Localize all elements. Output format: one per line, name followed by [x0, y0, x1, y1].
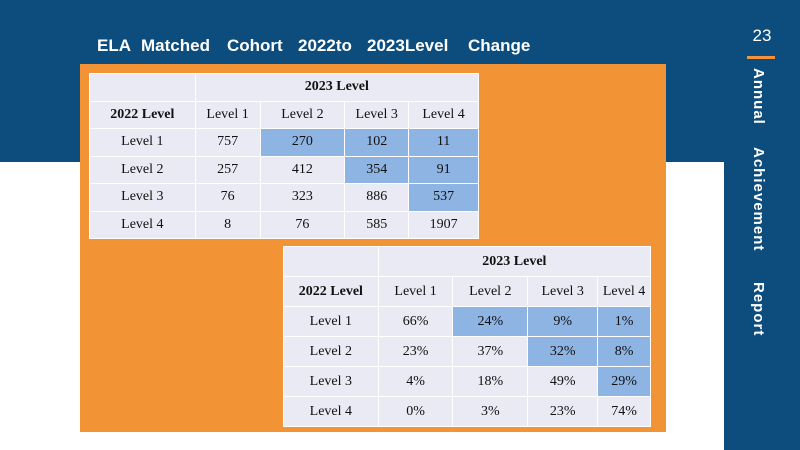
column-group-header: 2023 Level: [377, 246, 652, 277]
title-word: Change: [468, 36, 531, 55]
table-cell: 49%: [527, 366, 599, 397]
column-header: Level 4: [597, 276, 651, 307]
table-row: Level 2 257 412 354 91: [89, 155, 479, 184]
column-header: Level 1: [377, 276, 454, 307]
count-table: 2023 Level 2022 Level Level 1 Level 2 Le…: [89, 73, 480, 239]
table-cell: 1%: [597, 306, 651, 337]
table-cell: 11: [408, 128, 479, 157]
column-header: Level 3: [344, 100, 410, 129]
table-cell: 66%: [377, 306, 454, 337]
table-row: Level 1 66% 24% 9% 1%: [283, 306, 651, 337]
table-cell: 91: [408, 155, 479, 184]
table-header-row: 2023 Level: [89, 73, 480, 102]
column-group-header: 2023 Level: [194, 73, 480, 102]
page-number-divider: [747, 56, 775, 59]
table-cell: 270: [259, 128, 346, 157]
table-cell: 0%: [377, 396, 454, 427]
table-cell: 257: [194, 155, 261, 184]
percent-table: 2023 Level 2022 Level Level 1 Level 2 Le…: [283, 246, 652, 427]
table-cell: 4%: [377, 366, 454, 397]
table-cell: 757: [194, 128, 261, 157]
title-word: Matched: [141, 36, 210, 55]
table-cell: 8: [194, 210, 261, 239]
table-row: Level 4 0% 3% 23% 74%: [283, 396, 651, 427]
table-row: Level 3 4% 18% 49% 29%: [283, 366, 651, 397]
row-label: Level 1: [89, 128, 196, 157]
row-label: Level 2: [283, 336, 379, 367]
table-cell: 8%: [597, 336, 651, 367]
table-cell: 537: [408, 183, 479, 212]
table-cell: 886: [344, 183, 410, 212]
table-cell: 24%: [452, 306, 529, 337]
table-cell: 37%: [452, 336, 529, 367]
table-row: Level 4 8 76 585 1907: [89, 210, 479, 239]
row-label: Level 4: [283, 396, 379, 427]
row-label: Level 2: [89, 155, 196, 184]
title-word: 2023Level: [367, 36, 449, 55]
table-cell: 585: [344, 210, 410, 239]
row-label: Level 1: [283, 306, 379, 337]
page-title: ELA Matched Cohort 2022to 2023Level Chan…: [97, 36, 530, 60]
table-cell: 18%: [452, 366, 529, 397]
sidebar-word: Report: [750, 282, 767, 337]
row-label: Level 3: [283, 366, 379, 397]
page-number: 23: [752, 26, 772, 45]
row-label: Level 3: [89, 183, 196, 212]
table-corner-cell: [283, 246, 379, 277]
title-word: Cohort: [227, 36, 283, 55]
column-header: Level 2: [259, 100, 346, 129]
table-cell: 32%: [527, 336, 599, 367]
table-cell: 76: [259, 210, 346, 239]
table-cell: 412: [259, 155, 346, 184]
table-row: Level 3 76 323 886 537: [89, 183, 479, 212]
row-label: Level 4: [89, 210, 196, 239]
sidebar-word: Achievement: [750, 147, 767, 252]
table-row: Level 2 23% 37% 32% 8%: [283, 336, 651, 367]
title-word: 2022to: [298, 36, 352, 55]
table-cell: 23%: [527, 396, 599, 427]
table-cell: 76: [194, 183, 261, 212]
table-header-row: 2022 Level Level 1 Level 2 Level 3 Level…: [89, 100, 479, 129]
table-cell: 74%: [597, 396, 651, 427]
table-row: Level 1 757 270 102 11: [89, 128, 479, 157]
table-header-row: 2022 Level Level 1 Level 2 Level 3 Level…: [283, 276, 651, 307]
sidebar-band: [724, 0, 800, 450]
table-cell: 1907: [408, 210, 479, 239]
table-corner-cell: [89, 73, 196, 102]
column-header: Level 1: [194, 100, 261, 129]
sidebar-word: Annual: [750, 68, 767, 125]
table-cell: 29%: [597, 366, 651, 397]
row-group-header: 2022 Level: [283, 276, 379, 307]
column-header: Level 4: [408, 100, 479, 129]
table-header-row: 2023 Level: [283, 246, 652, 277]
column-header: Level 3: [527, 276, 599, 307]
table-cell: 323: [259, 183, 346, 212]
title-word: ELA: [97, 36, 131, 55]
sidebar-report-title: Annual Achievement Report: [750, 68, 767, 337]
table-cell: 3%: [452, 396, 529, 427]
table-cell: 23%: [377, 336, 454, 367]
table-cell: 102: [344, 128, 410, 157]
column-header: Level 2: [452, 276, 529, 307]
row-group-header: 2022 Level: [89, 100, 196, 129]
table-cell: 354: [344, 155, 410, 184]
table-cell: 9%: [527, 306, 599, 337]
